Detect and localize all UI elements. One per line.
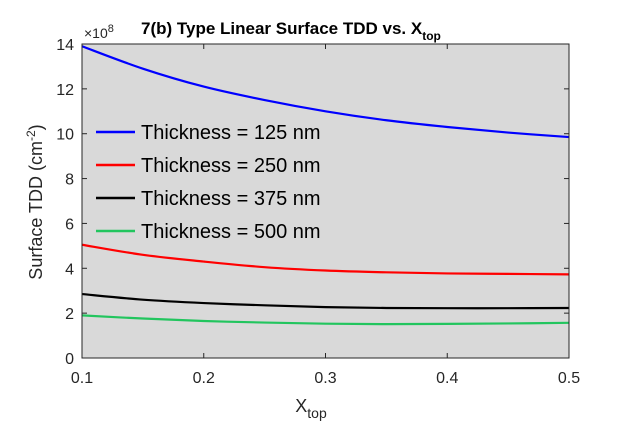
x-axis-label-main: X bbox=[295, 396, 307, 416]
legend-label-3: Thickness = 375 nm bbox=[141, 188, 321, 210]
series-group bbox=[81, 45, 570, 326]
chart-title-sub: top bbox=[422, 29, 441, 43]
x-axis-label: Xtop bbox=[295, 396, 327, 421]
y-multiplier: ×108 bbox=[84, 23, 114, 41]
y-axis-label: Surface TDD (cm-2) bbox=[24, 124, 46, 279]
legend-label-4: Thickness = 500 nm bbox=[141, 221, 321, 243]
series-line-1 bbox=[81, 45, 570, 139]
x-tick-label: 0.3 bbox=[314, 370, 336, 387]
chart-title-main: 7(b) Type Linear Surface TDD vs. X bbox=[141, 19, 423, 38]
y-tick-label: 8 bbox=[65, 172, 74, 189]
axes-box bbox=[81, 43, 570, 359]
legend-label-1: Thickness = 125 nm bbox=[141, 122, 321, 144]
legend-label-2: Thickness = 250 nm bbox=[141, 155, 321, 177]
y-axis-label-end: ) bbox=[26, 124, 46, 130]
x-tick-label: 0.5 bbox=[558, 370, 580, 387]
x-tick-label: 0.1 bbox=[71, 370, 93, 387]
legend: Thickness = 125 nm Thickness = 250 nm Thic… bbox=[96, 122, 321, 243]
x-tick-label: 0.2 bbox=[193, 370, 215, 387]
y-tick-label: 12 bbox=[56, 82, 74, 99]
y-tick-label: 14 bbox=[56, 37, 74, 54]
y-tick-label: 4 bbox=[65, 261, 74, 278]
y-axis-label-sup: -2 bbox=[24, 130, 38, 141]
chart-title: 7(b) Type Linear Surface TDD vs. Xtop bbox=[141, 19, 441, 43]
x-axis-label-sub: top bbox=[307, 405, 327, 421]
series-line-2 bbox=[81, 243, 570, 276]
series-line-3 bbox=[81, 292, 570, 310]
y-multiplier-exp: 8 bbox=[108, 23, 114, 35]
y-multiplier-base: ×10 bbox=[84, 25, 108, 41]
y-tick-label: 0 bbox=[65, 351, 74, 368]
y-tick-label: 2 bbox=[65, 306, 74, 323]
y-axis-label-main: Surface TDD (cm bbox=[26, 141, 46, 280]
plot-area bbox=[82, 44, 569, 358]
series-line-4 bbox=[81, 314, 570, 326]
x-tick-label: 0.4 bbox=[436, 370, 458, 387]
y-tick-label: 6 bbox=[65, 216, 74, 233]
y-tick-label: 10 bbox=[56, 127, 74, 144]
